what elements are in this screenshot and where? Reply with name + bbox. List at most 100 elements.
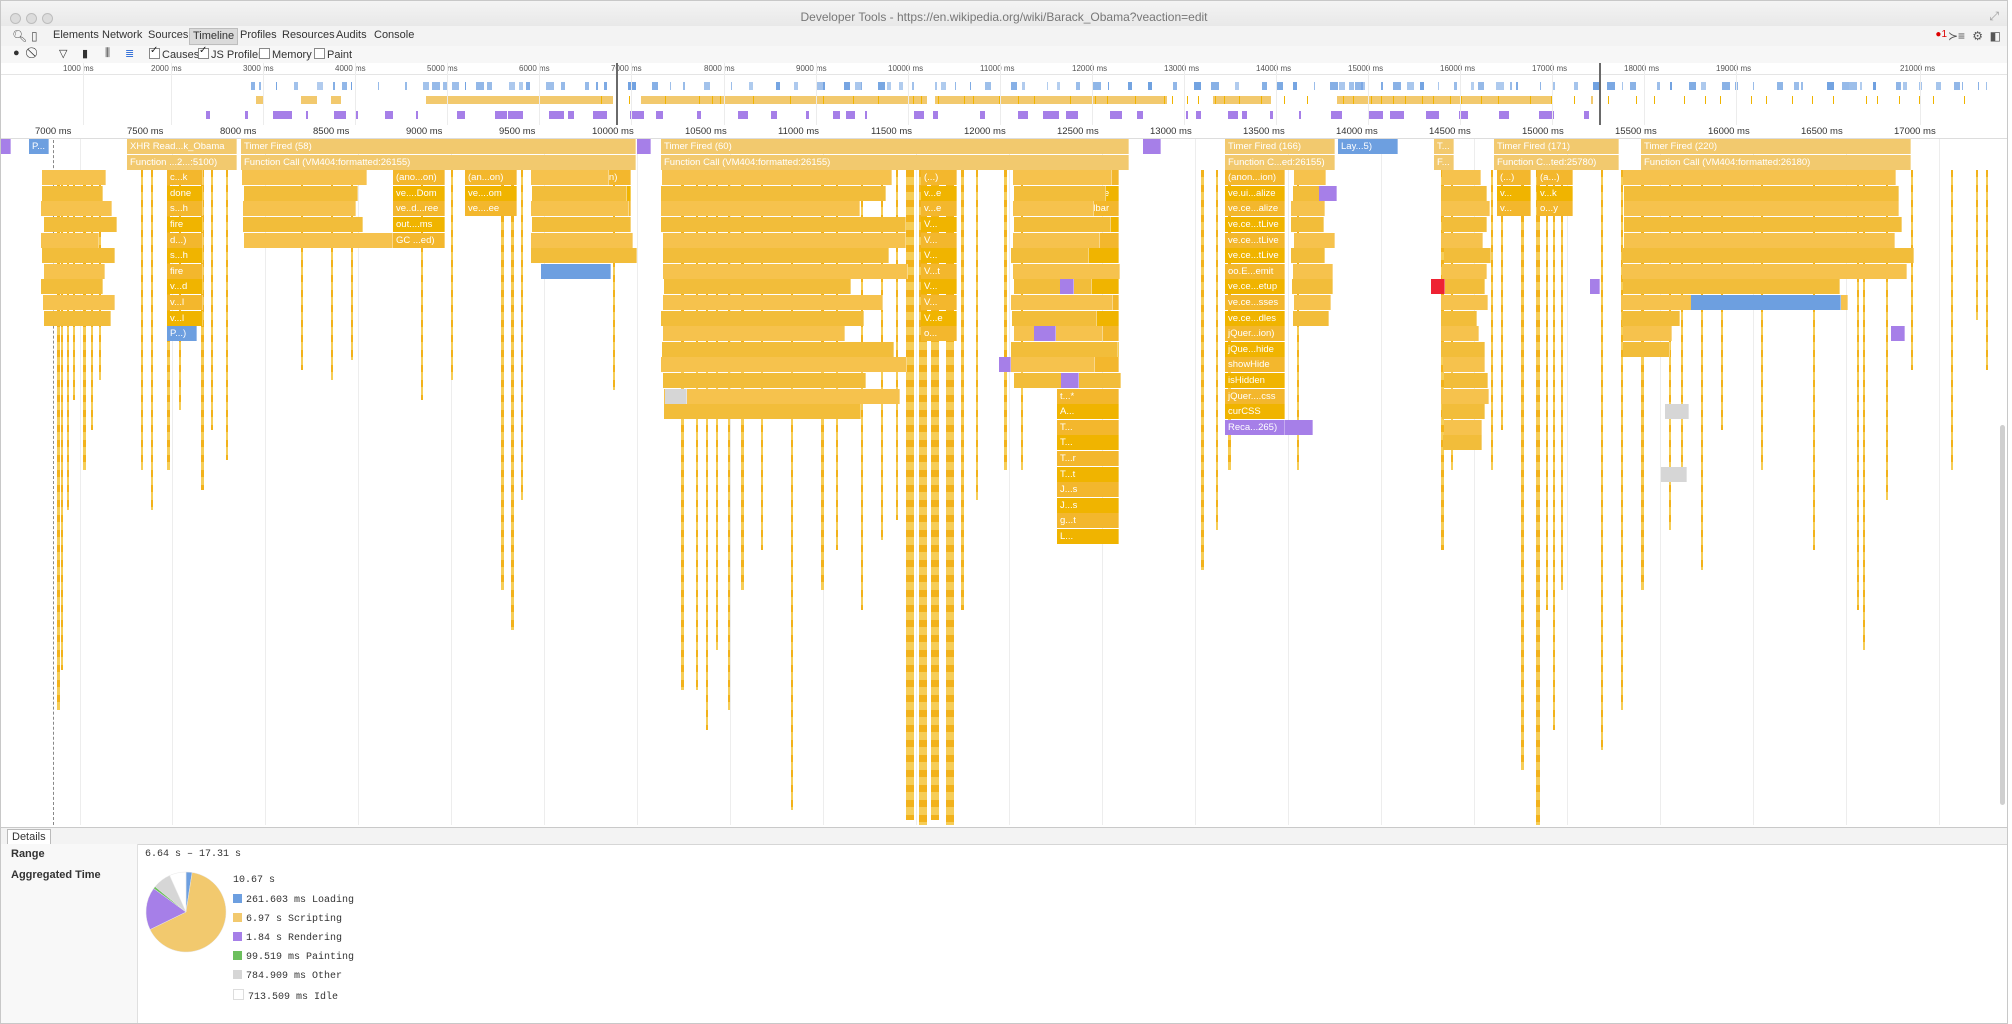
- stack-frame-filler: [664, 279, 851, 295]
- stack-frame-filler: [1441, 310, 1477, 326]
- tab-resources[interactable]: Resources: [282, 29, 335, 41]
- flame-tick-label: 9000 ms: [406, 126, 443, 137]
- overview-loading-bar: [887, 82, 891, 90]
- stack-frame-filler: [1442, 263, 1487, 279]
- flame-deep-strip: [1536, 170, 1540, 825]
- overview-scripting-tick: [1135, 96, 1136, 104]
- stack-frame-filler: [44, 217, 117, 232]
- flame-tick-label: 15000 ms: [1522, 126, 1564, 137]
- overview-loading-bar: [899, 82, 903, 90]
- tab-profiles[interactable]: Profiles: [240, 29, 277, 41]
- garbage-collect-icon[interactable]: ▮: [82, 48, 89, 60]
- flame-tick-label: 10000 ms: [592, 126, 634, 137]
- flame-deep-strip: [301, 170, 303, 371]
- tab-audits[interactable]: Audits: [336, 29, 367, 41]
- record-icon[interactable]: ●: [13, 47, 20, 59]
- stack-frame-filler: [661, 201, 860, 217]
- stack-frame: (an...on): [465, 170, 517, 186]
- flame-deep-strip: [1216, 170, 1218, 531]
- stack-frame-filler: [1441, 201, 1490, 217]
- console-drawer-icon[interactable]: ≻≡: [1947, 29, 1965, 43]
- stack-frame: v...d: [167, 279, 203, 295]
- overview-loading-bar: [1314, 82, 1315, 90]
- device-mode-icon[interactable]: ▯: [31, 29, 38, 43]
- flame-deep-strip: [1976, 170, 1978, 321]
- fullscreen-icon[interactable]: ⤢: [1989, 9, 1999, 23]
- timeline-toolbar: ● ⃠ ▽ ▮ ⫼ ≣ Causes JS Profiler Memory Pa…: [1, 45, 2007, 64]
- memory-checkbox[interactable]: Memory: [259, 48, 312, 61]
- flame-grid-line: [916, 125, 917, 825]
- overview-loading-bar: [1047, 82, 1048, 90]
- paint-checkbox[interactable]: Paint: [314, 48, 352, 61]
- stack-frame-filler: [531, 232, 633, 248]
- tab-sources[interactable]: Sources: [148, 29, 189, 41]
- flame-chart-view-icon[interactable]: ≣: [125, 48, 135, 60]
- zoom-window-button[interactable]: [42, 13, 53, 24]
- overview-scripting-tick: [1498, 96, 1499, 104]
- overview-loading-bar: [855, 82, 862, 90]
- tab-timeline[interactable]: Timeline: [189, 28, 239, 45]
- flame-grid-line: [265, 125, 266, 825]
- error-counter[interactable]: ●1: [1935, 29, 1947, 40]
- stack-frame-filler: [663, 263, 908, 279]
- overview-loading-bar: [519, 82, 523, 90]
- vertical-scrollbar[interactable]: [2000, 425, 2005, 805]
- timeline-overview[interactable]: 1000 ms 2000 ms 3000 ms 4000 ms 5000 ms 6000 …: [1, 63, 2007, 126]
- tab-console[interactable]: Console: [374, 29, 415, 41]
- flame-deep-strip: [1813, 170, 1815, 551]
- stack-frame-filler: [1441, 388, 1489, 404]
- legend-row-idle: 713.509 ms Idle: [233, 989, 338, 1003]
- dock-side-icon[interactable]: ◧: [1989, 29, 2001, 43]
- stack-frame: V...: [921, 217, 957, 232]
- overview-loading-bar: [585, 82, 589, 90]
- overview-right-handle[interactable]: [1599, 63, 1601, 125]
- flame-deep-strip: [1004, 170, 1007, 471]
- overview-loading-bar: [1827, 82, 1834, 90]
- flame-chart[interactable]: 7000 ms 7500 ms 8000 ms 8500 ms 9000 ms 9500 …: [1, 125, 2007, 825]
- stack-frame-filler: [1821, 185, 1899, 201]
- js-profiler-checkbox[interactable]: JS Profiler: [198, 45, 262, 61]
- legend-swatch: [233, 932, 242, 941]
- overview-loading-bar: [1903, 82, 1907, 90]
- minimize-window-button[interactable]: [26, 13, 37, 24]
- settings-gear-icon[interactable]: ⚙: [1972, 29, 1983, 43]
- pie-slice-idle: [169, 871, 187, 913]
- stack-frame: GC ...ed): [393, 232, 445, 248]
- stack-frame-filler: [1014, 326, 1103, 342]
- overview-rendering-bar: [980, 111, 985, 119]
- stack-frame-filler: [1824, 217, 1902, 232]
- flame-deep-strip: [1886, 170, 1888, 501]
- stack-frame-filler: [663, 248, 889, 264]
- filter-icon[interactable]: ▽: [59, 48, 68, 60]
- stack-frame-other: [1665, 404, 1689, 420]
- inspect-element-icon[interactable]: 🔍︎: [12, 29, 28, 43]
- overview-rendering-bar: [1331, 111, 1342, 119]
- flame-deep-strip: [728, 170, 730, 711]
- tab-details[interactable]: Details: [7, 829, 51, 845]
- overview-rendering-bar: [865, 111, 867, 119]
- overview-left-handle[interactable]: [616, 63, 618, 125]
- flame-grid-line: [1381, 125, 1382, 825]
- overview-loading-bar: [794, 82, 798, 90]
- bar-view-icon[interactable]: ⫼: [105, 47, 111, 59]
- overview-loading-bar: [1093, 82, 1101, 90]
- tab-elements[interactable]: Elements: [53, 29, 99, 41]
- tab-network[interactable]: Network: [102, 29, 143, 41]
- overview-loading-bar: [1849, 82, 1857, 90]
- overview-tick-label: 19000 ms: [1716, 64, 1752, 73]
- close-window-button[interactable]: [10, 13, 21, 24]
- stack-frame: fire: [167, 217, 203, 232]
- overview-tick-label: 12000 ms: [1072, 64, 1108, 73]
- causes-checkbox[interactable]: Causes: [149, 45, 199, 61]
- stack-frame: V...: [921, 248, 957, 264]
- overview-loading-bar: [342, 82, 347, 90]
- legend-name: Painting: [306, 952, 355, 963]
- stack-frame-filler: [1622, 310, 1680, 326]
- legend-name: Rendering: [288, 933, 343, 944]
- overview-scripting-tick: [665, 96, 666, 104]
- stack-frame: ve....om: [465, 185, 517, 201]
- overview-loading-bar: [405, 82, 407, 90]
- flame-deep-strip: [919, 170, 927, 825]
- overview-ruler: 1000 ms 2000 ms 3000 ms 4000 ms 5000 ms 6000 …: [1, 63, 2007, 75]
- flame-block: Function C...ed:26155): [1225, 154, 1335, 170]
